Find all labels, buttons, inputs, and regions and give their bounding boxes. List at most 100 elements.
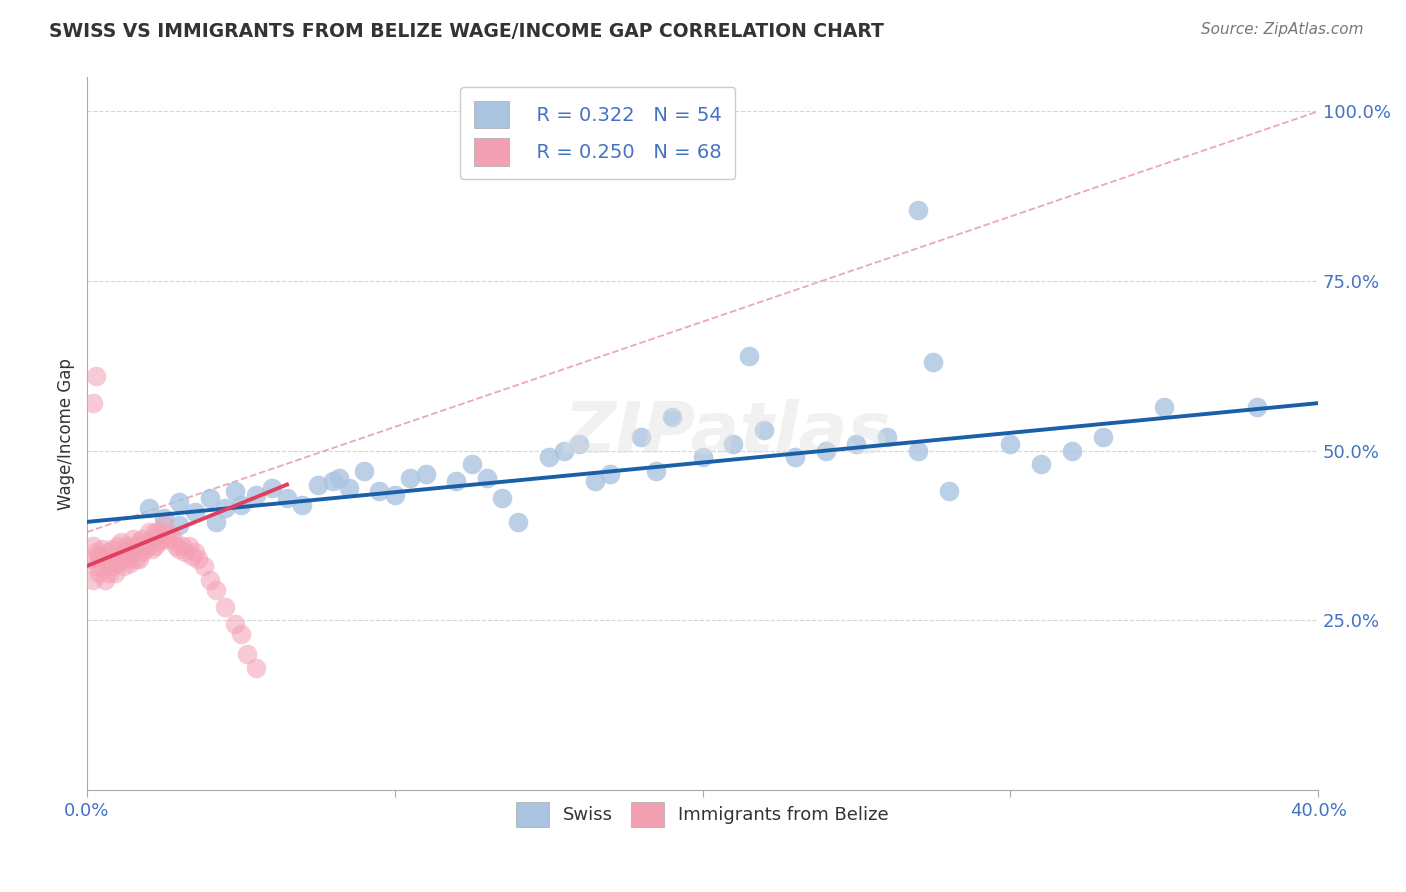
Legend: Swiss, Immigrants from Belize: Swiss, Immigrants from Belize — [509, 795, 896, 834]
Point — [79, 552, 101, 566]
Point — [205, 515, 228, 529]
Point — [1091, 430, 1114, 444]
Text: Source: ZipAtlas.com: Source: ZipAtlas.com — [1201, 22, 1364, 37]
Point — [138, 501, 160, 516]
Point — [97, 566, 120, 580]
Point — [876, 430, 898, 444]
Point — [94, 552, 117, 566]
Point — [138, 539, 160, 553]
Point — [91, 542, 114, 557]
Point — [187, 552, 209, 566]
Y-axis label: Wage/Income Gap: Wage/Income Gap — [58, 358, 75, 509]
Point — [138, 524, 160, 539]
Point — [125, 552, 148, 566]
Point — [131, 545, 153, 559]
Point — [229, 498, 252, 512]
Point — [415, 467, 437, 482]
Point — [97, 545, 120, 559]
Point — [845, 437, 868, 451]
Point — [814, 443, 837, 458]
Point — [229, 627, 252, 641]
Point — [446, 474, 468, 488]
Point — [82, 396, 104, 410]
Point — [84, 369, 107, 384]
Point — [245, 488, 267, 502]
Point — [115, 539, 138, 553]
Text: SWISS VS IMMIGRANTS FROM BELIZE WAGE/INCOME GAP CORRELATION CHART: SWISS VS IMMIGRANTS FROM BELIZE WAGE/INC… — [49, 22, 884, 41]
Point — [149, 532, 172, 546]
Point — [180, 549, 202, 563]
Point — [291, 498, 314, 512]
Point — [172, 539, 194, 553]
Point — [128, 552, 150, 566]
Point — [122, 532, 145, 546]
Point — [322, 474, 344, 488]
Point — [475, 471, 498, 485]
Point — [110, 535, 132, 549]
Point — [205, 582, 228, 597]
Point — [128, 535, 150, 549]
Point — [645, 464, 668, 478]
Point — [568, 437, 591, 451]
Point — [82, 573, 104, 587]
Point — [399, 471, 422, 485]
Point — [177, 539, 200, 553]
Point — [198, 573, 221, 587]
Point — [141, 542, 163, 557]
Point — [907, 443, 929, 458]
Point — [491, 491, 513, 505]
Point — [337, 481, 360, 495]
Point — [198, 491, 221, 505]
Point — [104, 566, 127, 580]
Point — [125, 539, 148, 553]
Point — [162, 532, 184, 546]
Point — [630, 430, 652, 444]
Point — [156, 532, 179, 546]
Point — [368, 484, 391, 499]
Point — [553, 443, 575, 458]
Point — [1029, 457, 1052, 471]
Point — [599, 467, 621, 482]
Point — [134, 542, 156, 557]
Point — [938, 484, 960, 499]
Point — [112, 545, 135, 559]
Point — [183, 545, 205, 559]
Point — [692, 450, 714, 465]
Point — [328, 471, 350, 485]
Point — [146, 535, 169, 549]
Point — [384, 488, 406, 502]
Point — [94, 573, 117, 587]
Point — [169, 494, 191, 508]
Point — [112, 559, 135, 574]
Point — [165, 539, 187, 553]
Point — [506, 515, 529, 529]
Point — [537, 450, 560, 465]
Point — [122, 545, 145, 559]
Point — [146, 524, 169, 539]
Point — [1000, 437, 1022, 451]
Point — [276, 491, 298, 505]
Point — [461, 457, 484, 471]
Point — [82, 539, 104, 553]
Point — [661, 409, 683, 424]
Point — [214, 501, 236, 516]
Point — [169, 542, 191, 557]
Point — [752, 423, 775, 437]
Point — [738, 349, 761, 363]
Point — [153, 511, 176, 525]
Point — [1060, 443, 1083, 458]
Point — [922, 355, 945, 369]
Point — [91, 559, 114, 574]
Point — [214, 599, 236, 614]
Point — [260, 481, 283, 495]
Point — [1246, 400, 1268, 414]
Point — [153, 518, 176, 533]
Point — [153, 528, 176, 542]
Point — [107, 539, 129, 553]
Point — [89, 566, 111, 580]
Point — [783, 450, 806, 465]
Point — [583, 474, 606, 488]
Point — [115, 552, 138, 566]
Point — [224, 616, 246, 631]
Point — [131, 532, 153, 546]
